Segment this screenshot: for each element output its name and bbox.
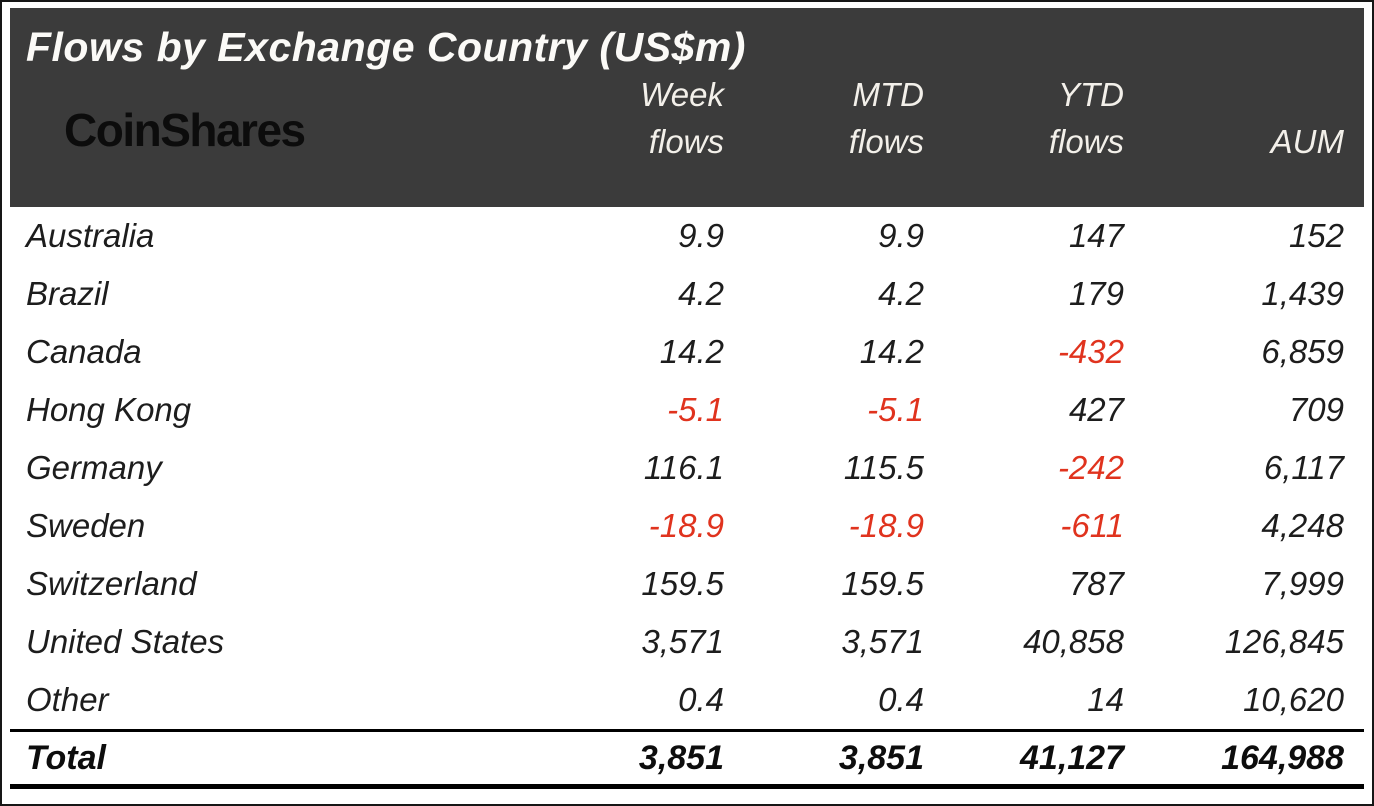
column-header-line: flows [648,123,724,160]
value-cell: 14 [1087,681,1124,718]
column-header-line: flows [848,123,924,160]
value-cell: -5.1 [867,391,924,428]
column-header-row: CoinShares Week flows MTD flows YTD flow… [10,71,1364,175]
value-cell: 6,859 [1261,333,1344,370]
value-cell: 3,571 [641,623,724,660]
value-cell: 14.2 [859,333,924,370]
table-row: Hong Kong -5.1 -5.1 427 709 [10,381,1364,439]
value-cell: 1,439 [1261,275,1344,312]
total-aum: 164,988 [1221,738,1344,777]
table-row: Germany 116.1 115.5 -242 6,117 [10,439,1364,497]
value-cell: -432 [1057,333,1124,370]
page-title: Flows by Exchange Country (US$m) [26,24,746,70]
total-label: Total [26,738,106,777]
column-header-line: flows [1048,123,1124,160]
logo-cell: CoinShares [10,89,524,157]
total-mtd-flows: 3,851 [838,738,924,777]
value-cell: -242 [1057,449,1124,486]
value-cell: 9.9 [678,217,724,254]
value-cell: -611 [1060,507,1124,544]
country-cell: Other [26,681,109,718]
table-row: Switzerland 159.5 159.5 787 7,999 [10,555,1364,613]
value-cell: 9.9 [878,217,924,254]
column-header-line: Week [640,76,724,113]
table-row: Canada 14.2 14.2 -432 6,859 [10,323,1364,381]
table-body: Australia 9.9 9.9 147 152 Brazil 4.2 4.2… [10,207,1364,729]
value-cell: -18.9 [648,507,724,544]
table-row: Other 0.4 0.4 14 10,620 [10,671,1364,729]
value-cell: 4,248 [1261,507,1344,544]
country-cell: Germany [26,449,162,486]
value-cell: 179 [1068,275,1124,312]
country-cell: Brazil [26,275,109,312]
column-header-week-flows: Week flows [524,71,724,175]
country-cell: Switzerland [26,565,197,602]
value-cell: 4.2 [678,275,724,312]
value-cell: 0.4 [878,681,924,718]
table-row: Australia 9.9 9.9 147 152 [10,207,1364,265]
value-cell: 3,571 [841,623,924,660]
value-cell: 7,999 [1261,565,1344,602]
value-cell: 787 [1068,565,1124,602]
table-row: Sweden -18.9 -18.9 -611 4,248 [10,497,1364,555]
value-cell: 0.4 [678,681,724,718]
value-cell: 159.5 [641,565,724,602]
table-row: Brazil 4.2 4.2 179 1,439 [10,265,1364,323]
country-cell: Canada [26,333,142,370]
country-cell: United States [26,623,225,660]
table-header: Flows by Exchange Country (US$m) CoinSha… [10,8,1364,207]
value-cell: 116.1 [643,449,724,486]
value-cell: 4.2 [878,275,924,312]
total-row: Total 3,851 3,851 41,127 164,988 [10,729,1364,789]
country-cell: Australia [26,217,155,254]
value-cell: 115.5 [843,449,924,486]
value-cell: -5.1 [667,391,724,428]
value-cell: 152 [1288,217,1344,254]
country-cell: Sweden [26,507,146,544]
country-cell: Hong Kong [26,391,192,428]
total-week-flows: 3,851 [638,738,724,777]
column-header-line: AUM [1270,123,1344,160]
value-cell: 10,620 [1243,681,1344,718]
value-cell: 6,117 [1263,449,1344,486]
value-cell: 40,858 [1023,623,1124,660]
value-cell: 147 [1068,217,1124,254]
column-header-line: YTD [1058,76,1124,113]
column-header-line: MTD [852,76,924,113]
value-cell: -18.9 [848,507,924,544]
value-cell: 427 [1068,391,1124,428]
table-row: United States 3,571 3,571 40,858 126,845 [10,613,1364,671]
total-ytd-flows: 41,127 [1020,738,1124,777]
coinshares-logo: CoinShares [64,104,306,156]
column-header-ytd-flows: YTD flows [924,71,1124,175]
value-cell: 709 [1288,391,1344,428]
value-cell: 14.2 [659,333,724,370]
column-header-aum: AUM [1124,118,1364,175]
value-cell: 126,845 [1224,623,1344,660]
column-header-mtd-flows: MTD flows [724,71,924,175]
value-cell: 159.5 [841,565,924,602]
